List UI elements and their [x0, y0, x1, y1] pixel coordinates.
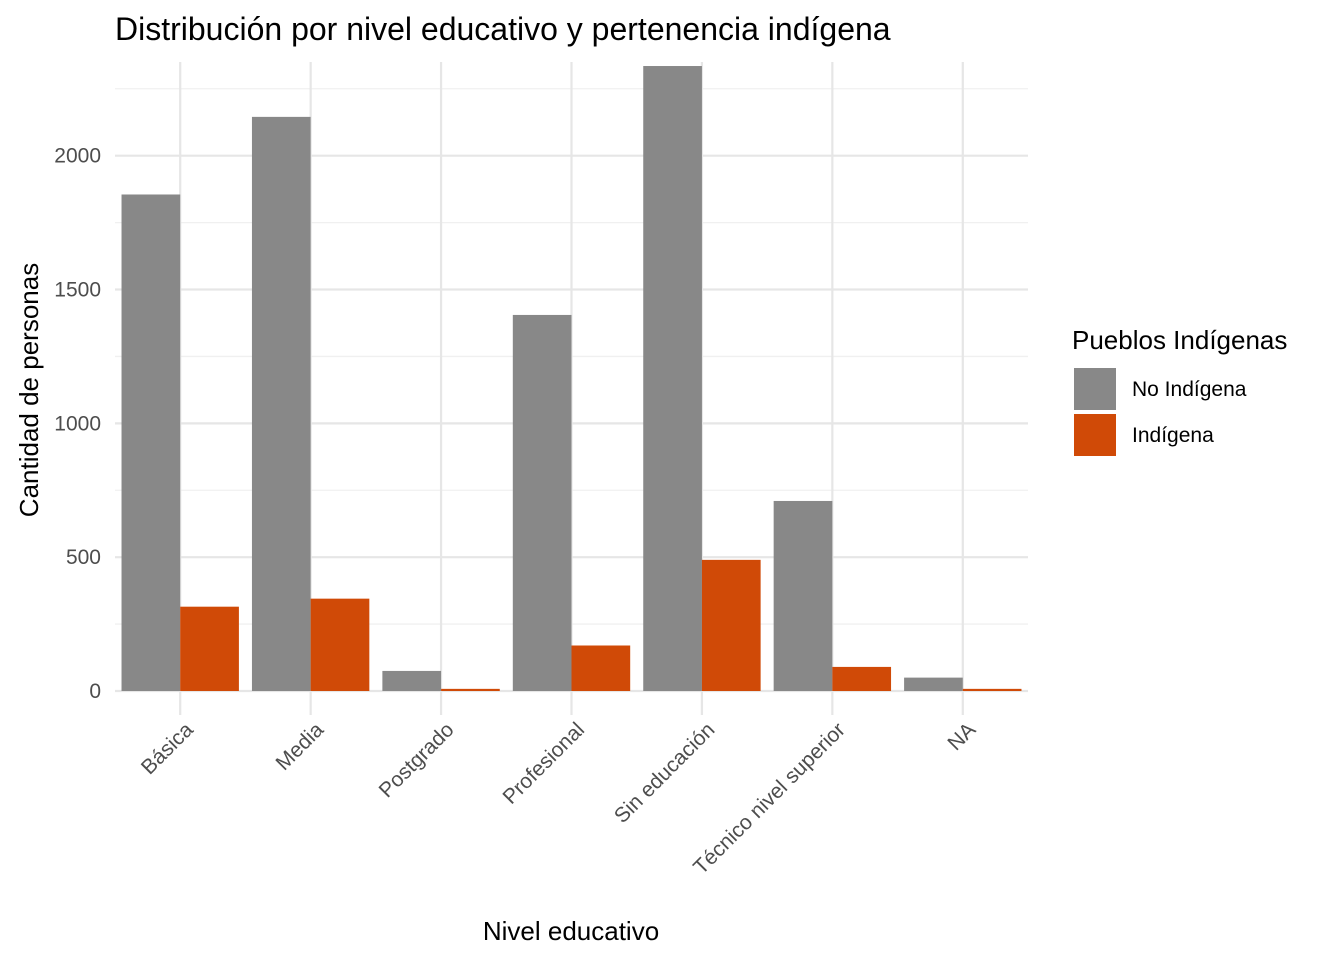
y-tick-label: 1500: [54, 279, 101, 302]
bar-indigena: [962, 688, 1022, 691]
bar-no-indigena: [382, 670, 442, 691]
x-tick-label: Básica: [137, 718, 198, 779]
x-axis-title: Nivel educativo: [483, 916, 659, 946]
bar-indigena: [441, 688, 500, 691]
legend-swatch: [1074, 414, 1116, 456]
legend: Pueblos Indígenas No Indígena Indígena: [1072, 325, 1287, 456]
bar-no-indigena: [251, 116, 311, 691]
bar-no-indigena: [643, 66, 702, 691]
x-tick-label: NA: [943, 718, 980, 755]
legend-label: No Indígena: [1132, 378, 1247, 401]
bars: [121, 66, 1022, 691]
y-tick-label: 2000: [54, 145, 101, 168]
y-tick-label: 0: [89, 680, 101, 703]
x-tick-label: Técnico nivel superior: [689, 718, 850, 879]
bar-indigena: [180, 606, 239, 691]
x-axis-ticks: Básica Media Postgrado Profesional Sin educa…: [137, 718, 980, 879]
legend-title: Pueblos Indígenas: [1072, 325, 1287, 355]
bar-indigena: [310, 598, 370, 691]
y-tick-label: 1000: [54, 412, 101, 435]
x-tick-label: Postgrado: [375, 718, 459, 802]
y-tick-label: 500: [66, 546, 101, 569]
bar-no-indigena: [121, 194, 181, 691]
bar-no-indigena: [512, 314, 572, 691]
x-tick-label: Profesional: [498, 718, 589, 809]
bar-indigena: [571, 645, 631, 691]
legend-label: Indígena: [1132, 424, 1214, 447]
legend-swatch: [1074, 368, 1116, 410]
bar-no-indigena: [773, 500, 833, 691]
y-axis-ticks: 0 500 1000 1500 2000: [54, 145, 101, 703]
x-tick-label: Media: [271, 718, 328, 775]
y-axis-title: Cantidad de personas: [14, 263, 44, 517]
x-tick-label: Sin educación: [610, 718, 720, 828]
bar-indigena: [832, 666, 892, 691]
bar-no-indigena: [904, 677, 963, 691]
chart-title: Distribución por nivel educativo y perte…: [115, 11, 891, 47]
bar-indigena: [701, 559, 761, 691]
